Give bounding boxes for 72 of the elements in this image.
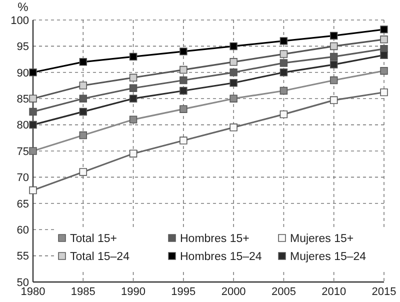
point (330, 52, 338, 61)
point (129, 52, 138, 61)
point (29, 68, 37, 76)
point (79, 82, 88, 90)
point (330, 32, 338, 40)
point (230, 94, 238, 102)
point (230, 58, 238, 66)
point (129, 84, 138, 92)
point (79, 58, 88, 66)
point (29, 108, 37, 116)
y-tick-label: 55 (16, 250, 29, 263)
x-tick-label: 1985 (70, 286, 96, 298)
point (280, 59, 288, 67)
point (280, 50, 288, 58)
point (380, 51, 388, 59)
point (330, 96, 338, 104)
point (380, 88, 388, 96)
point (230, 68, 238, 76)
point (129, 150, 138, 158)
point (330, 76, 338, 84)
point (180, 86, 188, 95)
point (180, 136, 188, 144)
point (29, 186, 37, 194)
y-tick-label: 65 (16, 198, 29, 210)
y-tick-label: 95 (16, 41, 29, 54)
legend-label: Total 15+ (70, 233, 118, 246)
point (230, 124, 238, 132)
point (380, 36, 388, 44)
point (280, 68, 288, 76)
y-tick-label: 80 (16, 120, 29, 132)
point (180, 48, 188, 56)
point (129, 74, 138, 82)
x-tick-label: 2000 (221, 286, 246, 298)
point (29, 94, 37, 102)
point (79, 168, 88, 176)
y-tick-label: 75 (16, 146, 29, 158)
point (280, 110, 288, 118)
point (79, 94, 88, 102)
point (29, 120, 37, 129)
x-tick-label: 2010 (322, 286, 346, 298)
point (330, 60, 338, 68)
y-axis-title: % (18, 0, 29, 14)
legend-label: Mujeres 15–24 (290, 251, 367, 264)
point (129, 116, 138, 124)
point (380, 26, 388, 34)
point (330, 42, 338, 50)
point (230, 79, 238, 87)
legend-label: Hombres 15–24 (180, 251, 262, 264)
point (180, 76, 188, 84)
point (79, 108, 88, 116)
y-tick-label: 60 (16, 224, 29, 236)
x-tick-label: 1990 (121, 286, 146, 298)
legend-label: Hombres 15+ (180, 233, 250, 246)
x-tick-label: 1980 (20, 286, 46, 298)
y-tick-label: 70 (16, 172, 29, 184)
point (280, 86, 288, 95)
point (29, 147, 37, 155)
point (230, 42, 238, 50)
point (280, 37, 288, 45)
legend-label: Mujeres 15+ (290, 233, 354, 246)
point (180, 105, 188, 113)
point (129, 94, 138, 102)
y-tick-label: 85 (16, 93, 29, 106)
x-tick-label: 2005 (271, 286, 296, 298)
y-tick-label: 100 (10, 14, 29, 27)
y-tick-label: 90 (16, 67, 29, 80)
x-tick-label: 1995 (171, 286, 196, 298)
legend-label: Total 15–24 (70, 251, 130, 264)
point (79, 131, 88, 140)
point (180, 66, 188, 74)
point (380, 66, 388, 75)
x-tick-label: 2015 (372, 286, 396, 298)
